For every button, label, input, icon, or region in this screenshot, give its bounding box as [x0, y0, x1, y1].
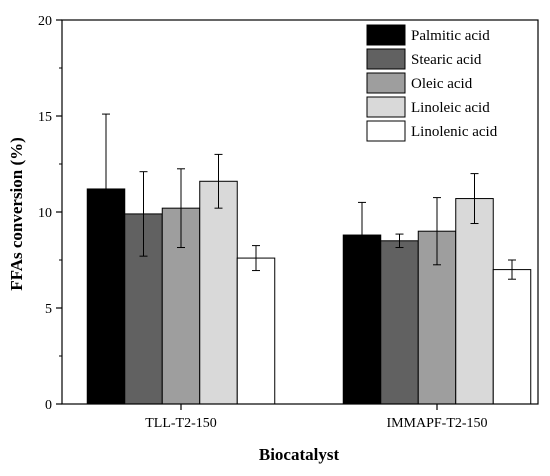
bars-layer	[86, 180, 532, 405]
legend-swatch	[366, 96, 406, 118]
legend-swatch	[366, 48, 406, 70]
x-tick-label: TLL-T2-150	[145, 416, 217, 431]
legend-item-stearic-acid: Stearic acid	[366, 48, 482, 70]
legend: Palmitic acid Stearic acid Oleic acid Linol…	[366, 24, 498, 142]
y-tick-label: 0	[45, 398, 52, 413]
y-axis-title: FFAs conversion (%)	[7, 137, 26, 291]
legend-label: Stearic acid	[411, 52, 482, 68]
error-bar-palmitic-acid-1	[102, 113, 110, 265]
error-bars-layer	[102, 113, 516, 280]
legend-swatch	[366, 24, 406, 46]
legend-swatch	[366, 72, 406, 94]
bar-linoleic-acid-2	[455, 198, 494, 405]
legend-swatch	[366, 120, 406, 142]
error-bar-linolenic-acid-2	[508, 259, 516, 280]
legend-item-palmitic-acid: Palmitic acid	[366, 24, 490, 46]
error-bar-stearic-acid-2	[395, 233, 404, 249]
x-axis-title: Biocatalyst	[259, 445, 340, 464]
error-bar-palmitic-acid-2	[358, 201, 366, 269]
legend-item-linoleic-acid: Linoleic acid	[366, 96, 490, 118]
legend-label: Linolenic acid	[411, 124, 498, 140]
legend-item-linolenic-acid: Linolenic acid	[366, 120, 498, 142]
legend-label: Palmitic acid	[411, 28, 490, 44]
axes-layer: 0 5 10 15 20 TLL-T2-150 IMMAPF-T2-150	[38, 14, 539, 431]
error-bar-linoleic-acid-2	[470, 173, 479, 225]
y-tick-label: 20	[38, 14, 52, 29]
legend-label: Linoleic acid	[411, 100, 490, 116]
bar-linolenic-acid-2	[492, 269, 532, 405]
bar-linolenic-acid-1	[236, 257, 276, 405]
error-bar-oleic-acid-1	[177, 168, 185, 249]
y-tick-label: 5	[45, 302, 52, 317]
bar-stearic-acid-2	[380, 240, 419, 405]
error-bar-stearic-acid-1	[139, 171, 148, 257]
y-tick-label: 15	[38, 110, 52, 125]
error-bar-linolenic-acid-1	[252, 245, 260, 272]
y-tick-label: 10	[38, 206, 52, 221]
error-bar-oleic-acid-2	[433, 197, 441, 266]
legend-label: Oleic acid	[411, 76, 473, 92]
bar-linoleic-acid-1	[199, 180, 238, 405]
legend-item-oleic-acid: Oleic acid	[366, 72, 473, 94]
error-bar-linoleic-acid-1	[214, 153, 223, 209]
x-tick-label: IMMAPF-T2-150	[386, 416, 487, 431]
